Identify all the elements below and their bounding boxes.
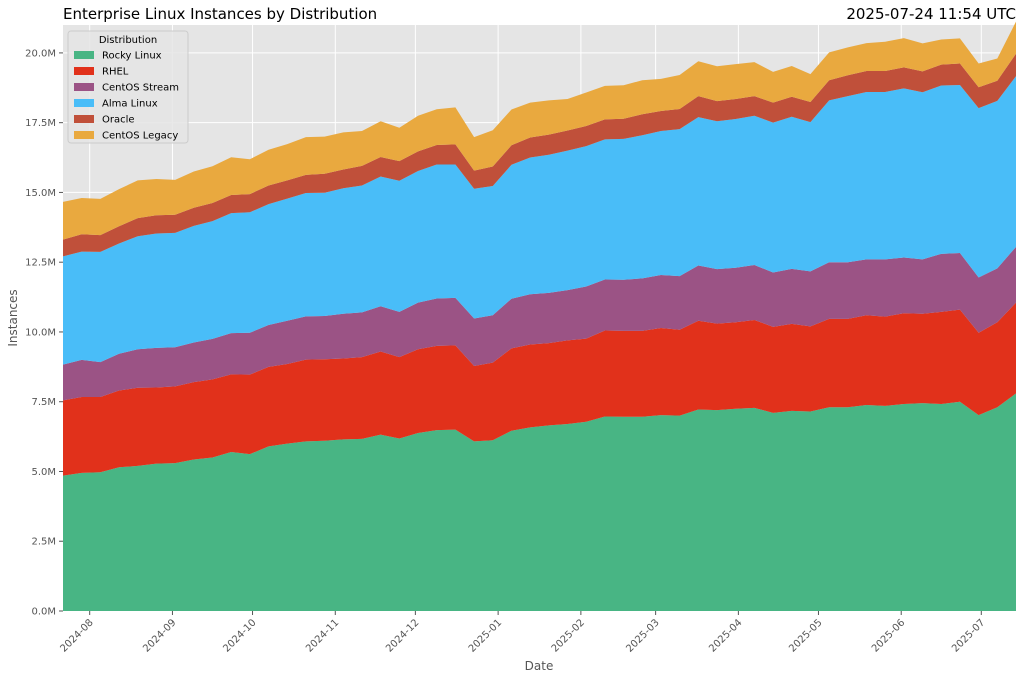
legend-label: Alma Linux — [102, 99, 158, 110]
x-tick-label: 2025-02 — [550, 617, 587, 654]
chart-timestamp: 2025-07-24 11:54 UTC — [846, 5, 1016, 23]
x-tick-label: 2024-12 — [384, 617, 421, 654]
legend-label: Rocky Linux — [102, 51, 162, 62]
legend-swatch — [74, 99, 94, 107]
y-axis-label: Instances — [6, 289, 20, 346]
legend-swatch — [74, 67, 94, 75]
legend: Distribution Rocky Linux RHEL CentOS Strea… — [67, 30, 189, 144]
legend-box — [67, 30, 189, 144]
x-tick-label: 2025-05 — [787, 617, 824, 654]
y-tick-label: 20.0M — [25, 48, 56, 59]
y-tick-label: 5.0M — [31, 467, 56, 478]
x-tick-label: 2024-10 — [221, 617, 258, 654]
legend-swatch — [74, 115, 94, 123]
y-tick-label: 17.5M — [25, 118, 56, 129]
x-tick-label: 2025-07 — [950, 617, 987, 654]
y-tick-label: 12.5M — [25, 258, 56, 269]
y-tick-label: 0.0M — [31, 607, 56, 618]
x-tick-label: 2025-06 — [870, 617, 907, 654]
x-tick-label: 2025-03 — [624, 617, 661, 654]
x-tick-label: 2025-01 — [467, 617, 504, 654]
area-alma-linux — [63, 76, 1016, 365]
legend-swatch — [74, 131, 94, 139]
legend-title: Distribution — [99, 35, 157, 46]
legend-swatch — [74, 83, 94, 91]
y-tick-label: 15.0M — [25, 188, 56, 199]
chart-title: Enterprise Linux Instances by Distributi… — [63, 5, 377, 23]
area-centos-legacy — [63, 21, 1016, 240]
y-tick-label: 7.5M — [31, 397, 56, 408]
legend-label: Oracle — [102, 115, 135, 126]
area-series — [63, 21, 1016, 611]
area-oracle — [63, 53, 1016, 257]
y-tick-label: 10.0M — [25, 327, 56, 338]
x-tick-label: 2024-09 — [141, 617, 178, 654]
x-tick-label: 2024-11 — [304, 617, 341, 654]
area-rhel — [63, 302, 1016, 476]
legend-swatch — [74, 51, 94, 59]
legend-label: CentOS Legacy — [102, 131, 178, 142]
x-axis-label: Date — [525, 659, 554, 673]
legend-label: CentOS Stream — [102, 83, 179, 94]
y-axis: 0.0M 2.5M 5.0M 7.5M 10.0M 12.5M 15.0M 17.5M 20.0… — [25, 48, 63, 618]
area-centos-stream — [63, 246, 1016, 401]
x-axis: 2024-08 2024-09 2024-10 2024-11 2024-12 2025-… — [58, 611, 987, 655]
x-tick-label: 2024-08 — [58, 617, 95, 654]
area-rocky-linux — [63, 393, 1016, 611]
y-tick-label: 2.5M — [31, 537, 56, 548]
legend-label: RHEL — [102, 67, 129, 78]
x-tick-label: 2025-04 — [707, 617, 744, 654]
